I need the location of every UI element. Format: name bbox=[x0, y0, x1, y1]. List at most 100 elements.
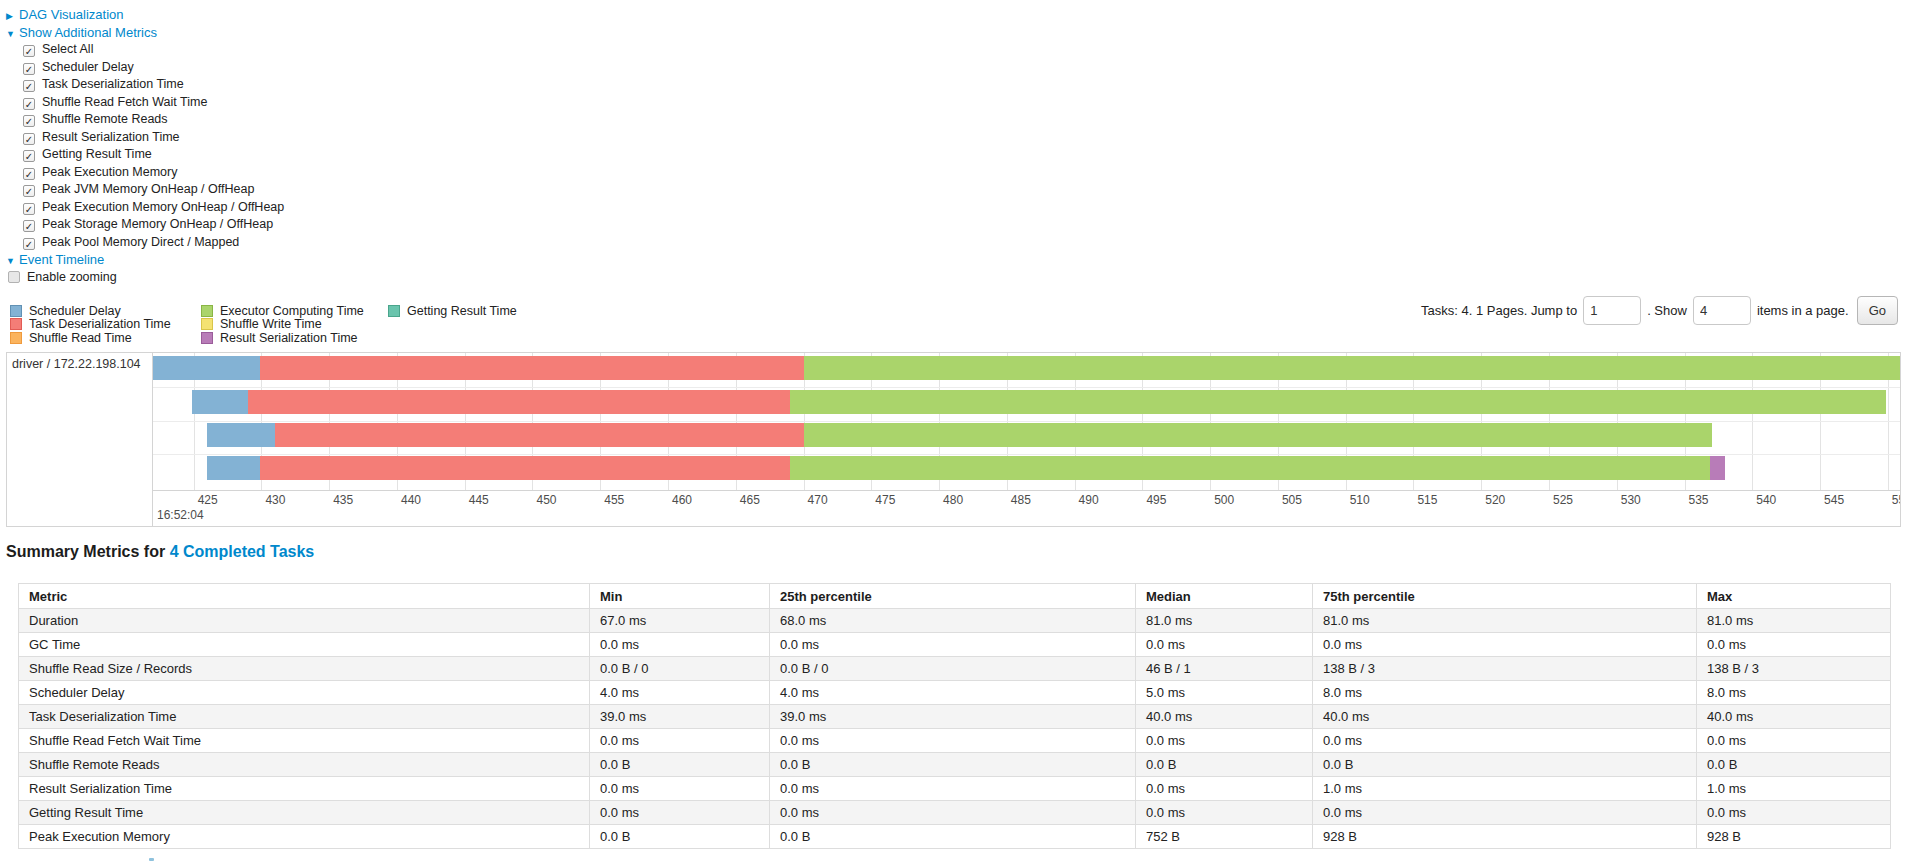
metric-name-cell: Peak Execution Memory bbox=[19, 825, 590, 849]
metric-value-cell: 752 B bbox=[1136, 825, 1313, 849]
table-column-header: 75th percentile bbox=[1313, 584, 1697, 609]
task-bar[interactable] bbox=[153, 390, 1900, 414]
checkbox-checked-icon[interactable]: ✓ bbox=[23, 80, 35, 92]
scheduler_delay-segment bbox=[207, 423, 275, 447]
axis-tick-label: 430 bbox=[265, 493, 285, 507]
metric-name-cell: Shuffle Read Size / Records bbox=[19, 657, 590, 681]
summary-metrics-heading: Summary Metrics for 4 Completed Tasks bbox=[6, 543, 314, 561]
metric-checkbox-row: ✓ Task Deserialization Time bbox=[6, 76, 284, 94]
task-pagination: Tasks: 4. 1 Pages. Jump to . Show items … bbox=[1421, 295, 1898, 326]
scheduler_delay-segment bbox=[153, 356, 260, 380]
table-column-header: Metric bbox=[19, 584, 590, 609]
task-bar[interactable] bbox=[153, 423, 1900, 447]
axis-tick-label: 440 bbox=[401, 493, 421, 507]
dag-visualization-toggle[interactable]: ▶DAG Visualization bbox=[6, 6, 284, 24]
task-bar[interactable] bbox=[153, 456, 1900, 480]
legend-item: Task Deserialization Time bbox=[10, 318, 201, 332]
chevron-right-icon: ▶ bbox=[6, 8, 19, 26]
metric-value-cell: 0.0 ms bbox=[1313, 801, 1697, 825]
metric-value-cell: 0.0 ms bbox=[590, 729, 770, 753]
metric-value-cell: 0.0 ms bbox=[1136, 729, 1313, 753]
checkbox-checked-icon[interactable]: ✓ bbox=[23, 203, 35, 215]
result_serialization-segment bbox=[1710, 456, 1725, 480]
metric-value-cell: 0.0 ms bbox=[1136, 777, 1313, 801]
axis-tick-label: 455 bbox=[604, 493, 624, 507]
metric-name-cell: Getting Result Time bbox=[19, 801, 590, 825]
checkbox-checked-icon[interactable]: ✓ bbox=[23, 45, 35, 57]
metric-value-cell: 0.0 B bbox=[1136, 753, 1313, 777]
metric-checkbox-label: Shuffle Read Fetch Wait Time bbox=[42, 95, 207, 109]
timeline-plot-area bbox=[153, 353, 1900, 490]
executor-label-column: driver / 172.22.198.104 bbox=[7, 353, 153, 526]
task_deserialization-segment bbox=[248, 390, 790, 414]
checkbox-checked-icon[interactable]: ✓ bbox=[23, 238, 35, 250]
table-column-header: Min bbox=[590, 584, 770, 609]
result_serialization-swatch-icon bbox=[201, 332, 213, 344]
axis-tick-label: 515 bbox=[1417, 493, 1437, 507]
metric-value-cell: 40.0 ms bbox=[1313, 705, 1697, 729]
checkbox-checked-icon[interactable]: ✓ bbox=[23, 133, 35, 145]
metric-checkbox-label: Peak Storage Memory OnHeap / OffHeap bbox=[42, 217, 273, 231]
checkbox-checked-icon[interactable]: ✓ bbox=[23, 63, 35, 75]
table-row: Scheduler Delay4.0 ms4.0 ms5.0 ms8.0 ms8… bbox=[19, 681, 1891, 705]
checkbox-checked-icon[interactable]: ✓ bbox=[23, 185, 35, 197]
items-per-page-input[interactable] bbox=[1693, 296, 1751, 325]
metric-value-cell: 0.0 ms bbox=[770, 777, 1136, 801]
metric-value-cell: 0.0 ms bbox=[770, 633, 1136, 657]
axis-tick-label: 465 bbox=[740, 493, 760, 507]
checkbox-checked-icon[interactable]: ✓ bbox=[23, 150, 35, 162]
metric-value-cell: 46 B / 1 bbox=[1136, 657, 1313, 681]
completed-tasks-link[interactable]: 4 Completed Tasks bbox=[170, 543, 315, 560]
axis-tick-label: 460 bbox=[672, 493, 692, 507]
items-in-page-text: items in a page. bbox=[1757, 303, 1849, 318]
jump-to-page-input[interactable] bbox=[1583, 296, 1641, 325]
metric-value-cell: 0.0 ms bbox=[1697, 729, 1891, 753]
task-bar[interactable] bbox=[153, 356, 1900, 380]
table-header-row: MetricMin25th percentileMedian75th perce… bbox=[19, 584, 1891, 609]
checkbox-checked-icon[interactable]: ✓ bbox=[23, 98, 35, 110]
table-column-header: Max bbox=[1697, 584, 1891, 609]
timeline-legend: Scheduler DelayTask Deserialization Time… bbox=[10, 304, 517, 345]
metric-value-cell: 68.0 ms bbox=[770, 609, 1136, 633]
table-row: GC Time0.0 ms0.0 ms0.0 ms0.0 ms0.0 ms bbox=[19, 633, 1891, 657]
metric-name-cell: Shuffle Read Fetch Wait Time bbox=[19, 729, 590, 753]
checkbox-checked-icon[interactable]: ✓ bbox=[23, 220, 35, 232]
show-additional-metrics-toggle[interactable]: ▼Show Additional Metrics bbox=[6, 24, 284, 42]
metric-name-cell: Scheduler Delay bbox=[19, 681, 590, 705]
axis-tick-label: 480 bbox=[943, 493, 963, 507]
metric-value-cell: 0.0 B bbox=[590, 825, 770, 849]
event-timeline-chart: driver / 172.22.198.104 16:52:04 4254304… bbox=[6, 352, 1901, 527]
enable-zooming-row: Enable zooming bbox=[6, 269, 284, 287]
event-timeline-toggle[interactable]: ▼Event Timeline bbox=[6, 251, 284, 269]
metric-value-cell: 138 B / 3 bbox=[1697, 657, 1891, 681]
table-column-header: 25th percentile bbox=[770, 584, 1136, 609]
metric-value-cell: 39.0 ms bbox=[590, 705, 770, 729]
metric-value-cell: 0.0 ms bbox=[590, 633, 770, 657]
legend-item: Result Serialization Time bbox=[201, 331, 388, 345]
metric-checkbox-label: Peak Execution Memory OnHeap / OffHeap bbox=[42, 200, 284, 214]
table-row: Result Serialization Time0.0 ms0.0 ms0.0… bbox=[19, 777, 1891, 801]
enable-zooming-checkbox[interactable] bbox=[8, 271, 20, 283]
metric-checkbox-label: Peak JVM Memory OnHeap / OffHeap bbox=[42, 182, 254, 196]
legend-column: Getting Result Time bbox=[388, 304, 517, 345]
scheduler_delay-swatch-icon bbox=[10, 305, 22, 317]
go-button[interactable]: Go bbox=[1857, 296, 1898, 325]
checkbox-checked-icon[interactable]: ✓ bbox=[23, 168, 35, 180]
checkbox-checked-icon[interactable]: ✓ bbox=[23, 115, 35, 127]
shuffle_read-swatch-icon bbox=[10, 332, 22, 344]
row-separator-line bbox=[153, 387, 1900, 388]
metric-checkbox-label: Task Deserialization Time bbox=[42, 77, 184, 91]
metric-checkbox-row: ✓ Peak Execution Memory OnHeap / OffHeap bbox=[6, 199, 284, 217]
dag-visualization-label: DAG Visualization bbox=[19, 7, 124, 22]
metric-checkbox-row: ✓Shuffle Remote Reads bbox=[6, 111, 284, 129]
executor_computing-segment bbox=[790, 390, 1886, 414]
metric-value-cell: 0.0 ms bbox=[1697, 801, 1891, 825]
task_deserialization-segment bbox=[275, 423, 804, 447]
metric-value-cell: 0.0 ms bbox=[770, 801, 1136, 825]
metric-checkbox-row: ✓ Peak Storage Memory OnHeap / OffHeap bbox=[6, 216, 284, 234]
metric-name-cell: Shuffle Remote Reads bbox=[19, 753, 590, 777]
tasks-count-text: Tasks: 4. 1 Pages. Jump to bbox=[1421, 303, 1577, 318]
show-additional-metrics-label: Show Additional Metrics bbox=[19, 25, 157, 40]
metric-value-cell: 0.0 ms bbox=[1697, 633, 1891, 657]
legend-item: Shuffle Write Time bbox=[201, 318, 388, 332]
